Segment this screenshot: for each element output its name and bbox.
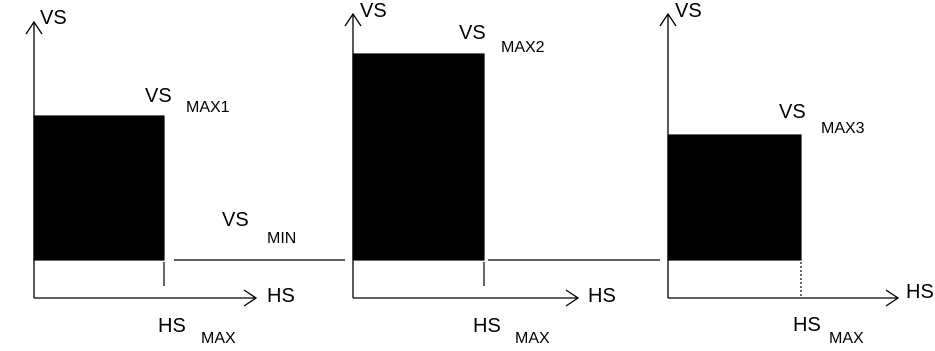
panel-2-bar-vs-max2: [352, 53, 485, 261]
panel-1-vs-max-label: VS: [145, 85, 172, 107]
panel-2-hs-arrow-icon: [565, 289, 580, 307]
panel-3-bar-outline: [667, 134, 802, 261]
panel-3-vs-arrow-icon: [659, 12, 677, 27]
panel-1-hs-max-sub: MAX: [201, 330, 236, 347]
panel-3-bar-vs-max3: [667, 134, 802, 261]
panel-3-hs-axis-label: HS: [906, 281, 934, 303]
panel-1-hs-axis-label: HS: [267, 285, 295, 307]
panel-2-vs-arrow-icon: [344, 12, 362, 27]
panel-1-vs-max-sub: MAX1: [186, 99, 230, 116]
panel-1: VS HS VS MAX1 HS MAX: [25, 7, 345, 347]
panel-2: VS HS VS MAX2 HS MAX: [344, 0, 660, 347]
panel-2-vs-max-sub: MAX2: [501, 39, 545, 56]
vs-min-annotation: VS MIN: [222, 209, 296, 247]
vs-min-sub: MIN: [267, 230, 296, 247]
panel-2-hs-axis-label: HS: [588, 285, 616, 307]
panel-2-bar-outline: [352, 53, 485, 261]
panel-2-hs-max-sub: MAX: [515, 330, 550, 347]
panel-3-hs-max-label: HS: [793, 314, 821, 336]
panel-1-vs-arrow-icon: [25, 20, 43, 35]
panel-3-vs-axis-label: VS: [675, 0, 702, 22]
panel-1-hs-max-label: HS: [158, 315, 186, 337]
panel-1-bar-vs-max1: [33, 115, 165, 261]
panel-3-hs-arrow-icon: [885, 289, 900, 307]
vs-min-label: VS: [222, 209, 249, 231]
panel-3-vs-max-sub: MAX3: [821, 120, 865, 137]
panel-3-vs-max-label: VS: [779, 101, 806, 123]
panel-2-hs-max-label: HS: [473, 315, 501, 337]
panel-1-vs-axis-label: VS: [40, 7, 67, 29]
panel-3: VS HS VS MAX3 HS MAX: [659, 0, 934, 347]
panel-3-hs-max-sub: MAX: [829, 330, 864, 347]
panel-1-bar-outline: [33, 115, 165, 261]
panel-1-hs-arrow-icon: [243, 289, 258, 307]
panel-2-vs-max-label: VS: [459, 22, 486, 44]
panel-2-vs-axis-label: VS: [360, 0, 387, 22]
